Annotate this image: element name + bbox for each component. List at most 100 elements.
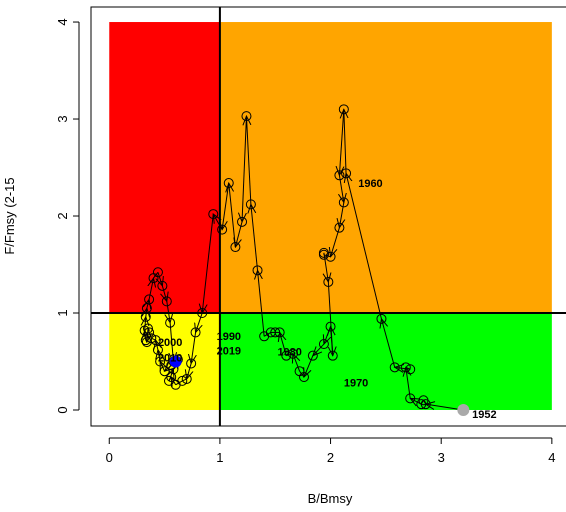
x-axis: 0 1 2 3 4 xyxy=(106,437,555,465)
trajectory-segment xyxy=(286,353,294,357)
year-label: 2019 xyxy=(217,346,241,358)
x-tick-label: 3 xyxy=(438,450,445,465)
y-tick-label: 0 xyxy=(55,406,70,413)
y-tick-label: 2 xyxy=(55,212,70,219)
data-point xyxy=(139,325,150,336)
x-tick-label: 4 xyxy=(548,450,555,465)
data-point xyxy=(181,373,192,384)
data-point xyxy=(318,339,329,350)
trajectory-segment xyxy=(170,322,173,362)
year-label: 1980 xyxy=(277,347,301,359)
trajectory-segment xyxy=(151,337,156,341)
data-point xyxy=(152,267,163,278)
data-point xyxy=(287,348,298,359)
trajectory-segment xyxy=(145,317,146,331)
y-tick-label: 3 xyxy=(55,115,70,122)
trajectory-segment xyxy=(242,116,247,222)
trajectory-segment xyxy=(158,272,162,286)
data-point xyxy=(338,197,349,208)
stock-status-zones xyxy=(109,22,552,410)
data-point xyxy=(140,335,151,346)
y-axis: 0 1 2 3 4 xyxy=(55,18,80,414)
data-point xyxy=(237,216,248,227)
year-label: 2000 xyxy=(158,337,182,349)
data-point xyxy=(223,178,234,189)
data-point xyxy=(157,280,168,291)
trajectory-segment xyxy=(263,331,272,337)
trajectory-segment xyxy=(158,350,160,362)
trajectory-segment xyxy=(251,204,259,271)
data-point xyxy=(186,358,197,369)
data-point xyxy=(416,399,427,410)
trajectory-segment xyxy=(339,109,343,175)
data-point xyxy=(252,265,263,276)
year-label: 1970 xyxy=(344,378,368,390)
trajectory-segment xyxy=(381,319,396,368)
trajectory-segment xyxy=(344,109,346,174)
data-point xyxy=(294,366,305,377)
trajectory-segment xyxy=(213,214,223,230)
trajectory-segment xyxy=(202,214,214,313)
data-point xyxy=(208,209,219,220)
data-point xyxy=(259,331,270,342)
trajectory-segment xyxy=(145,339,148,343)
data-point xyxy=(376,313,387,324)
start-point-marker xyxy=(457,403,470,416)
zone-red xyxy=(109,22,220,314)
data-point xyxy=(334,170,345,181)
data-point xyxy=(190,327,201,338)
plot-frame xyxy=(90,6,566,427)
trajectory-segment xyxy=(313,343,325,356)
trajectory-segment xyxy=(324,326,331,344)
trajectory-segment xyxy=(222,182,230,230)
data-point xyxy=(338,104,349,115)
x-tick-label: 2 xyxy=(327,450,334,465)
trajectory-segment xyxy=(299,370,305,378)
trajectory-segment xyxy=(331,227,340,257)
data-point xyxy=(400,362,411,373)
trajectory-segment xyxy=(258,270,265,337)
data-point xyxy=(141,337,152,348)
data-point xyxy=(144,294,155,305)
trajectory-segment xyxy=(246,116,252,205)
y-tick-label: 4 xyxy=(55,18,70,25)
trajectory-segment xyxy=(149,278,153,300)
data-point xyxy=(152,344,163,355)
data-point xyxy=(197,308,208,319)
trajectory-segment xyxy=(280,332,287,356)
trajectory-segment xyxy=(293,354,300,372)
trajectory-segment xyxy=(191,332,195,363)
data-point xyxy=(341,168,352,179)
trajectory-segment xyxy=(160,362,164,372)
data-point xyxy=(241,111,252,122)
year-label: 1952 xyxy=(472,409,496,421)
year-label: 2010 xyxy=(158,353,182,365)
x-axis-title: B/Bmsy xyxy=(308,491,353,506)
trajectory-segment xyxy=(196,312,203,332)
data-point xyxy=(230,242,241,253)
data-point xyxy=(281,350,292,361)
trajectory-segment xyxy=(304,355,314,377)
year-label: 1990 xyxy=(217,331,241,343)
year-annotations: 1952 1960 1970 1980 1990 2000 2010 2019 xyxy=(158,178,497,421)
data-point xyxy=(161,296,172,307)
trajectory-segment xyxy=(167,301,170,322)
y-tick-label: 1 xyxy=(55,309,70,316)
data-point xyxy=(325,321,336,332)
data-point xyxy=(389,362,400,373)
trajectory-segment xyxy=(182,378,187,382)
end-point-marker xyxy=(169,355,182,368)
year-label: 1960 xyxy=(358,178,382,190)
data-point xyxy=(217,224,228,235)
data-point xyxy=(245,199,256,210)
data-point xyxy=(334,222,345,233)
y-axis-title: F/Fmsy (2-15 xyxy=(2,177,17,254)
trajectory-segment xyxy=(187,363,191,379)
zone-orange xyxy=(219,22,552,314)
data-point xyxy=(307,350,318,361)
trajectory-segment xyxy=(346,173,382,319)
trajectory-series xyxy=(139,104,470,416)
data-point xyxy=(142,323,153,334)
data-point xyxy=(327,350,338,361)
